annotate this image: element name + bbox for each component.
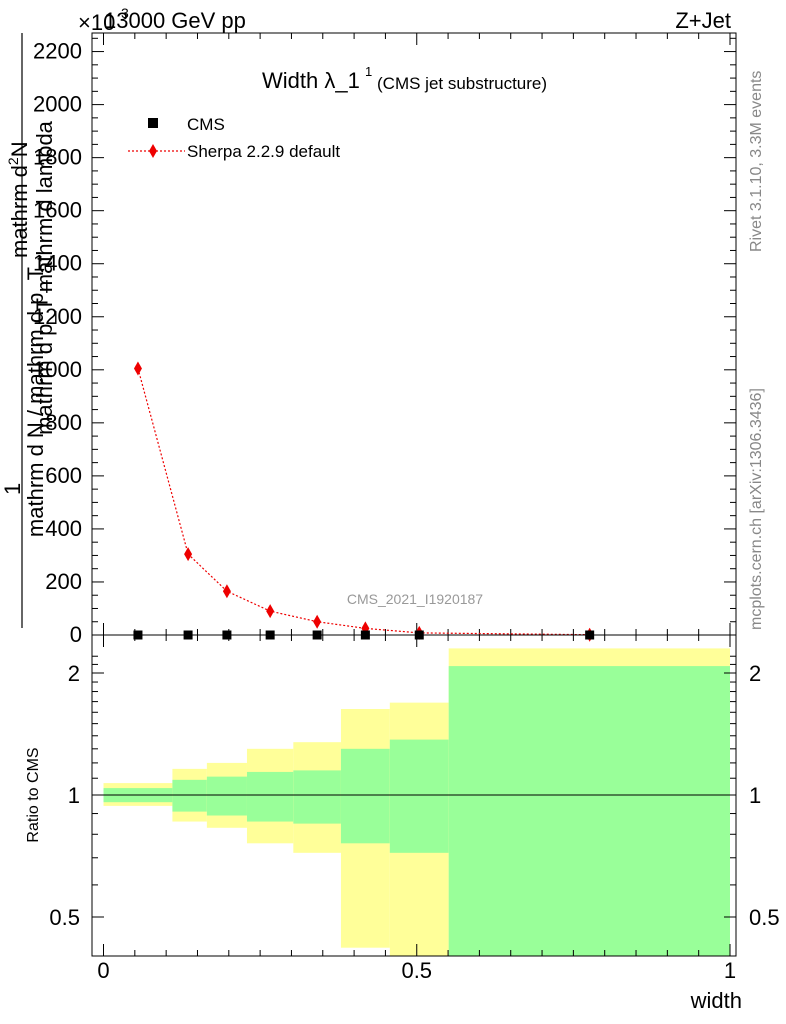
main-y-tick-label: 1600 — [33, 198, 82, 223]
ratio-inner-band — [340, 748, 390, 844]
ylabel-one: 1 — [0, 483, 25, 495]
ratio-y-tick-label: 0.5 — [49, 905, 80, 930]
main-y-tick-label: 400 — [45, 516, 82, 541]
legend-cms-marker — [148, 118, 158, 128]
sherpa-point — [266, 604, 275, 619]
x-axis-label: width — [690, 988, 742, 1013]
header-exponent-power: 3 — [121, 5, 129, 21]
main-y-tick-label: 800 — [45, 410, 82, 435]
ratio-uncertainty-bands — [103, 648, 730, 956]
main-y-label: mathrm d2N mathrm d p_T mathrm d lambda … — [0, 33, 57, 628]
main-y-tick-label: 2200 — [33, 39, 82, 64]
sherpa-point — [133, 361, 142, 376]
main-y-tick-label: 1400 — [33, 251, 82, 276]
ratio-inner-band — [389, 739, 449, 853]
ratio-inner-band — [246, 771, 294, 822]
sherpa-point — [222, 584, 231, 599]
sherpa-point — [184, 547, 193, 562]
legend-sherpa-marker — [149, 144, 157, 158]
main-y-tick-label: 200 — [45, 569, 82, 594]
ratio-y-axis: 0.5 0.5 1 1 2 2 — [49, 655, 780, 930]
ratio-y-tick-label-right: 1 — [749, 783, 761, 808]
legend: CMS Sherpa 2.2.9 default — [128, 115, 340, 161]
sherpa-series-line — [137, 368, 590, 636]
rivet-label: Rivet 3.1.10, 3.3M events — [748, 71, 765, 252]
main-y-axis: 0 200 400 600 800 1000 1200 1400 1600 1800 2000 220… — [33, 37, 736, 647]
ylabel-denominator: mathrm d N / mathrm d p_T — [23, 267, 48, 537]
plot-title: Width λ_1 — [262, 68, 360, 93]
ratio-inner-band — [448, 666, 730, 956]
x-tick-label: 1 — [724, 958, 736, 983]
analysis-watermark: CMS_2021_I1920187 — [347, 591, 483, 607]
main-panel: 0 200 400 600 800 1000 1200 1400 1600 1800 2000 220… — [33, 32, 737, 647]
main-y-tick-label: 2000 — [33, 92, 82, 117]
main-x-ticks — [103, 33, 731, 635]
main-y-tick-label: 0 — [70, 622, 82, 647]
legend-sherpa-label: Sherpa 2.2.9 default — [187, 142, 340, 161]
plot-title-superscript: 1 — [365, 64, 372, 79]
ratio-inner-band — [293, 770, 341, 824]
ratio-y-tick-label: 1 — [68, 783, 80, 808]
ratio-y-tick-label-right: 0.5 — [749, 905, 780, 930]
legend-cms-label: CMS — [187, 115, 225, 134]
header-exponent: ×10 — [78, 10, 115, 35]
ratio-panel: 0.5 0.51 12 2 0 0.5 1 Ratio to CMS width — [25, 634, 780, 1013]
x-tick-label: 0.5 — [401, 958, 432, 983]
ratio-x-axis: 0 0.5 1 — [97, 635, 736, 983]
plot-title-sub: (CMS jet substructure) — [377, 74, 547, 93]
main-y-tick-label: 600 — [45, 463, 82, 488]
mcplots-label: mcplots.cern.ch [arXiv:1306.3436] — [748, 388, 765, 630]
sherpa-line — [137, 368, 590, 636]
ratio-y-tick-label-right: 2 — [749, 661, 761, 686]
ylabel-numerator-top: mathrm d2N — [5, 141, 32, 258]
header-process: Z+Jet — [675, 8, 731, 33]
main-y-tick-label: 1200 — [33, 304, 82, 329]
ratio-inner-band — [172, 779, 207, 812]
main-y-tick-label: 1000 — [33, 357, 82, 382]
ylabel-numerator-bottom: mathrm d p_T mathrm d lambda — [32, 120, 57, 435]
ratio-inner-band — [206, 776, 247, 816]
header-energy: 13000 GeV pp — [104, 8, 246, 33]
x-tick-label: 0 — [97, 958, 109, 983]
ratio-y-tick-label: 2 — [68, 661, 80, 686]
main-y-tick-label: 1800 — [33, 145, 82, 170]
ratio-y-label: Ratio to CMS — [25, 747, 42, 842]
sherpa-point — [313, 614, 322, 629]
